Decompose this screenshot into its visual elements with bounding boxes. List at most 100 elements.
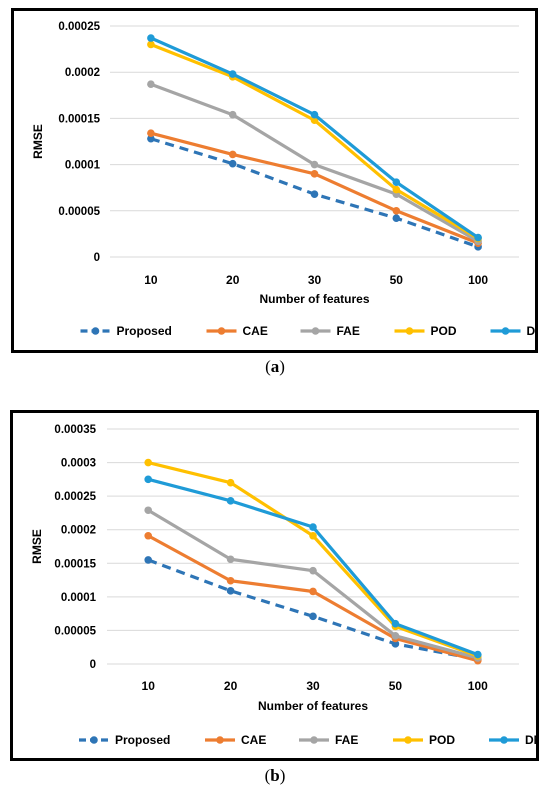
legend-item-fae: FAE [299, 733, 358, 747]
legend-swatch-marker [91, 327, 100, 335]
data-point-dmd [228, 70, 237, 78]
x-axis-title: Number of features [258, 699, 368, 713]
legend-item-proposed: Proposed [79, 733, 170, 747]
legend-label: Proposed [115, 733, 170, 747]
legend-item-cae: CAE [205, 733, 266, 747]
y-tick-label: 0.00025 [54, 491, 96, 503]
x-tick-label: 20 [226, 273, 240, 287]
data-point-proposed [310, 190, 319, 198]
series-line-cae [150, 131, 479, 245]
series-line-pod [150, 42, 479, 240]
data-point-proposed [147, 134, 155, 143]
caption-b-close: ) [279, 766, 286, 785]
legend-label: CAE [243, 324, 268, 338]
y-tick-label: 0.00015 [58, 113, 100, 125]
caption-b-letter: b [270, 766, 280, 785]
data-point-pod [309, 531, 317, 540]
data-point-dmd [226, 497, 235, 505]
data-point-fae [310, 160, 319, 169]
x-axis-title: Number of features [259, 292, 369, 306]
legend-label: DMD [527, 324, 536, 338]
data-point-dmd [391, 619, 400, 628]
legend-swatch-marker [310, 736, 318, 744]
legend-swatch-marker [216, 736, 224, 744]
data-point-pod [144, 458, 152, 467]
legend-label: POD [429, 733, 455, 747]
legend-swatch-marker [405, 327, 414, 335]
data-point-proposed [228, 159, 237, 168]
data-point-cae [309, 587, 317, 596]
legend-swatch-marker [90, 736, 98, 744]
x-tick-label: 100 [468, 273, 488, 287]
x-tick-label: 10 [142, 679, 156, 693]
data-point-proposed [392, 214, 401, 222]
chart-panel-b: 0 0.00005 0.0001 0.00015 0.0002 0.00025 0.0003… [10, 410, 539, 761]
data-point-fae [147, 80, 155, 89]
y-axis-title: RMSE [30, 529, 44, 564]
legend-item-dmd: DMD [490, 324, 536, 338]
legend-swatch-marker [501, 327, 510, 335]
data-point-dmd [144, 475, 152, 484]
data-point-cae [228, 150, 237, 159]
caption-b: (b) [0, 766, 550, 786]
caption-a: (a) [0, 357, 550, 377]
legend-label: FAE [337, 324, 360, 338]
y-tick-label: 0.0001 [65, 160, 101, 172]
y-tick-label: 0.00035 [54, 424, 96, 436]
data-point-proposed [309, 612, 317, 621]
caption-b-open: ( [264, 766, 271, 785]
legend-label: POD [431, 324, 457, 338]
data-point-cae [144, 531, 152, 540]
y-tick-label: 0 [90, 659, 96, 671]
legend-label: DMD [525, 733, 536, 747]
caption-a-letter: a [270, 357, 280, 376]
x-tick-label: 50 [389, 679, 403, 693]
legend-item-fae: FAE [300, 324, 360, 338]
data-point-fae [144, 506, 152, 515]
data-point-dmd [474, 233, 482, 242]
data-point-dmd [474, 650, 482, 659]
legend-item-pod: POD [394, 324, 457, 338]
legend-item-pod: POD [393, 733, 455, 747]
y-tick-label: 0.00015 [54, 558, 96, 570]
x-tick-label: 10 [144, 273, 158, 287]
data-point-proposed [391, 640, 400, 648]
legend-item-cae: CAE [206, 324, 268, 338]
legend-swatch-marker [500, 736, 508, 744]
data-point-fae [228, 110, 237, 119]
legend-item-proposed: Proposed [80, 324, 172, 338]
data-point-fae [226, 555, 235, 564]
data-point-pod [310, 116, 319, 125]
chart-panel-a: 0 0.00005 0.0001 0.00015 0.0002 0.00025 10 20 30… [11, 8, 538, 353]
series-line-cae [147, 534, 479, 663]
data-point-pod [147, 40, 155, 49]
x-tick-label: 20 [224, 679, 238, 693]
caption-a-open: ( [265, 357, 271, 376]
y-axis-title: RMSE [31, 124, 45, 159]
data-point-pod [392, 185, 401, 194]
y-tick-label: 0.0002 [61, 525, 96, 537]
legend-item-dmd: DMD [489, 733, 536, 747]
y-tick-label: 0.00005 [58, 206, 100, 218]
y-tick-label: 0.00005 [54, 625, 96, 637]
data-point-dmd [309, 523, 317, 531]
y-tick-label: 0.0003 [61, 458, 96, 470]
data-point-cae [310, 170, 319, 178]
legend-swatch-marker [217, 327, 226, 335]
data-point-proposed [226, 587, 235, 595]
y-tick-label: 0.0002 [65, 67, 100, 79]
data-point-pod [226, 478, 235, 487]
legend-label: FAE [335, 733, 358, 747]
data-point-dmd [310, 110, 319, 119]
x-tick-label: 30 [306, 679, 320, 693]
data-point-fae [391, 632, 400, 640]
caption-a-close: ) [279, 357, 285, 376]
data-point-dmd [147, 34, 155, 42]
legend-label: CAE [241, 733, 266, 747]
x-tick-label: 100 [468, 679, 488, 693]
data-point-dmd [392, 178, 401, 186]
chart-a: 0 0.00005 0.0001 0.00015 0.0002 0.00025 10 20 30… [31, 21, 536, 338]
chart-b: 0 0.00005 0.0001 0.00015 0.0002 0.00025 0.0003… [30, 424, 536, 747]
data-point-cae [392, 207, 401, 215]
data-point-cae [147, 129, 155, 137]
